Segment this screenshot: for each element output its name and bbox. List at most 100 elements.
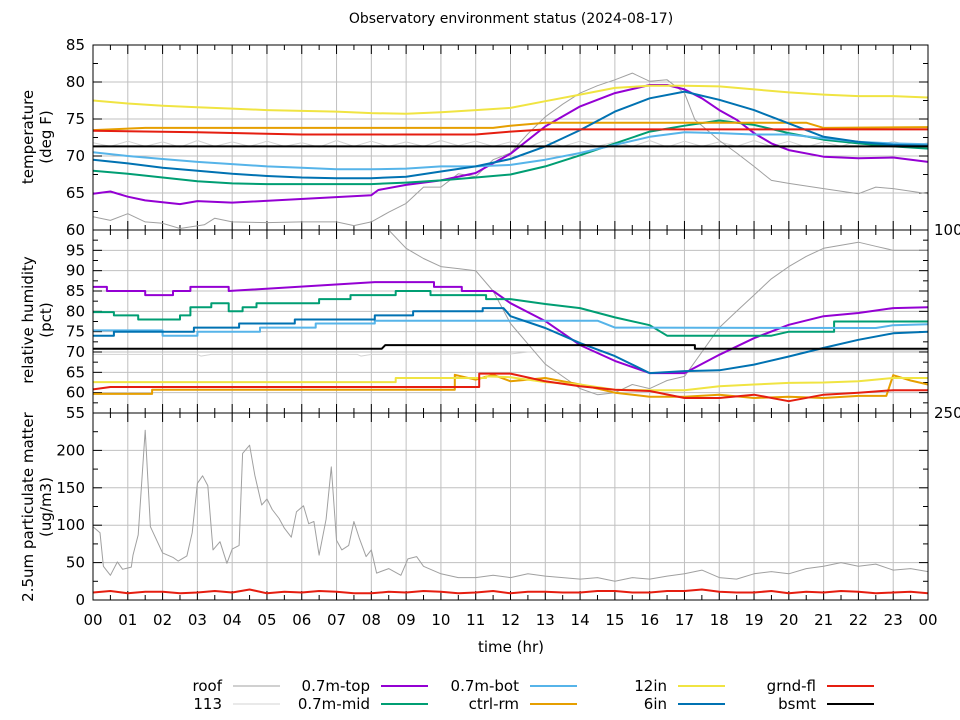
y-tick-label: 70: [66, 147, 85, 165]
y-tick-label: 70: [66, 343, 85, 361]
legend-entry-0_7m-mid: 0.7m-mid: [298, 695, 428, 713]
y-tick-label: 250: [934, 404, 960, 422]
series-line-grnd-fl: [93, 128, 928, 136]
series-line-6in: [93, 307, 928, 375]
panels: 60 65 70 75 80 85 temperature (deg F) 55 60 65 70 75…: [19, 36, 960, 609]
x-tick-label: 13: [536, 611, 555, 629]
series-group: [93, 72, 928, 229]
y-tick-label: 65: [66, 363, 85, 381]
y-tick-label: 150: [56, 479, 85, 497]
y-tick-label: 65: [66, 184, 85, 202]
panel-1: 55 60 65 70 75 80 85 90 95 100 relative humidity (p…: [19, 221, 960, 422]
series-line-grnd-fl: [93, 372, 928, 403]
series-line-12in: [93, 84, 928, 115]
y-tick-label: 100: [56, 516, 85, 534]
x-tick-label: 01: [118, 611, 137, 629]
x-tick-label: 09: [397, 611, 416, 629]
x-tick-label: 02: [153, 611, 172, 629]
y-tick-label: 80: [66, 302, 85, 320]
legend-entry-bsmt: bsmt: [778, 695, 874, 713]
series-line-roof: [93, 429, 928, 582]
legend-label: 0.7m-mid: [298, 695, 370, 713]
legend-entry-ctrl-rm: ctrl-rm: [469, 695, 577, 713]
y-tick-label: 80: [66, 73, 85, 91]
legend-entry-12in: 12in: [634, 677, 725, 695]
y-axis-label: (pct): [37, 302, 55, 337]
legend-entry-0_7m-bot: 0.7m-bot: [451, 677, 577, 695]
legend-label: 12in: [634, 677, 667, 695]
panel-0: 60 65 70 75 80 85 temperature (deg F): [19, 36, 929, 239]
x-tick-label: 21: [814, 611, 833, 629]
x-tick-label: 00: [918, 611, 937, 629]
series-line-113: [93, 140, 928, 148]
y-tick-label: 95: [66, 241, 85, 259]
legend-label: grnd-fl: [767, 677, 816, 695]
y-tick-label: 200: [56, 441, 85, 459]
x-tick-label: 15: [605, 611, 624, 629]
y-tick-label: 50: [66, 554, 85, 572]
panel-2: 0 50 100 150 200 250 2.5um particulate matter(…: [19, 404, 960, 609]
series-line-0_7m-bot: [93, 131, 928, 171]
y-tick-label: 75: [66, 110, 85, 128]
y-axis-label: (deg F): [37, 110, 55, 163]
legend-entry-6in: 6in: [644, 695, 725, 713]
y-tick-label: 90: [66, 262, 85, 280]
x-tick-label: 22: [849, 611, 868, 629]
y-tick-label: 60: [66, 221, 85, 239]
legend-entry-roof: roof: [193, 677, 280, 695]
x-tick-label: 16: [640, 611, 659, 629]
legend-label: roof: [193, 677, 223, 695]
y-tick-label: 75: [66, 323, 85, 341]
legend-label: 113: [193, 695, 222, 713]
legend-label: bsmt: [778, 695, 816, 713]
x-tick-label: 19: [744, 611, 763, 629]
x-tick-label: 14: [571, 611, 590, 629]
x-tick-label: 04: [223, 611, 242, 629]
series-line-bsmt: [93, 344, 928, 350]
legend-label: ctrl-rm: [469, 695, 519, 713]
plot-frame: [92, 412, 929, 601]
series-line-grnd-fl: [93, 588, 928, 595]
y-tick-label: 100: [934, 221, 960, 239]
x-tick-label: 18: [710, 611, 729, 629]
legend-entry-0_7m-top: 0.7m-top: [302, 677, 428, 695]
legend-label: 0.7m-bot: [451, 677, 520, 695]
y-tick-label: 0: [75, 591, 85, 609]
x-tick-label: 07: [327, 611, 346, 629]
series-line-6in: [93, 90, 928, 180]
legend-label: 0.7m-top: [302, 677, 370, 695]
legend-label: 6in: [644, 695, 667, 713]
legend-entry-grnd-fl: grnd-fl: [767, 677, 874, 695]
chart-title: Observatory environment status (2024-08-…: [349, 11, 673, 27]
y-tick-label: 60: [66, 384, 85, 402]
series-line-ctrl-rm: [93, 121, 928, 132]
x-tick-label: 20: [779, 611, 798, 629]
y-tick-label: 85: [66, 282, 85, 300]
series-line-ctrl-rm: [93, 373, 928, 399]
x-tick-label: 03: [188, 611, 207, 629]
y-axis-label: 2.5um particulate matter: [19, 411, 37, 601]
x-axis: 00 01 02 03 04 05 06 07 08 09 10 11 12 13 14 15 16 17 18 19…: [83, 611, 937, 629]
series-group: [93, 429, 928, 595]
y-axis-label: temperature: [19, 90, 37, 184]
x-tick-label: 10: [431, 611, 450, 629]
series-line-0_7m-mid: [93, 119, 928, 186]
series-line-0_7m-top: [93, 84, 928, 206]
x-tick-label: 12: [501, 611, 520, 629]
x-tick-label: 23: [884, 611, 903, 629]
x-tick-label: 11: [466, 611, 485, 629]
x-tick-label: 00: [83, 611, 102, 629]
series-line-0_7m-bot: [93, 319, 928, 337]
series-line-roof: [93, 230, 928, 396]
y-tick-label: 85: [66, 36, 85, 54]
x-tick-label: 08: [362, 611, 381, 629]
x-axis-label: time (hr): [478, 638, 544, 656]
series-group: [93, 230, 928, 403]
y-tick-label: 55: [66, 404, 85, 422]
y-axis-label: (ug/m3): [37, 477, 55, 537]
series-line-0_7m-mid: [93, 290, 928, 337]
y-axis-label: relative humidity: [19, 256, 37, 384]
x-tick-label: 05: [257, 611, 276, 629]
